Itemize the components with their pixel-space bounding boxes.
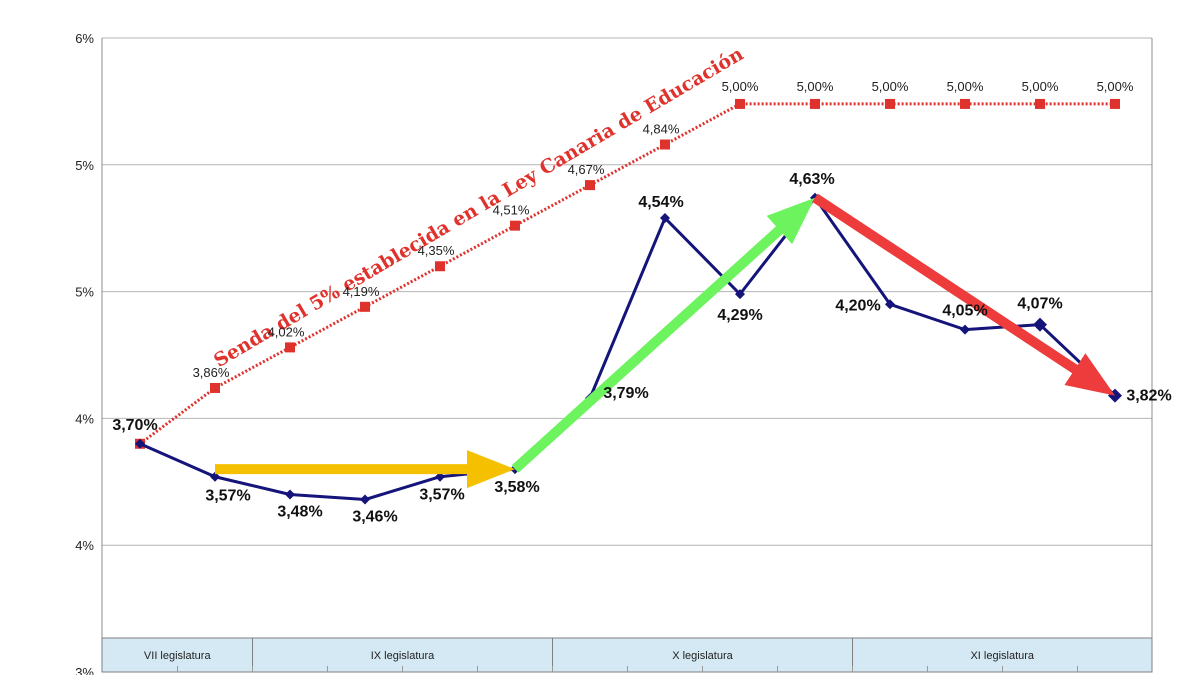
actual-point: [660, 213, 670, 224]
target-data-label: 4,02%: [268, 324, 305, 339]
target-point: [810, 98, 820, 109]
target-point: [960, 98, 970, 109]
actual-data-label: 4,20%: [835, 297, 880, 314]
target-point: [1110, 98, 1120, 109]
target-data-label: 5,00%: [1022, 79, 1059, 94]
target-data-label: 3,86%: [193, 365, 230, 380]
actual-series: [135, 192, 1122, 505]
target-point: [585, 180, 595, 191]
y-tick-label: 4%: [75, 411, 94, 426]
y-tick-label: 3%: [75, 665, 94, 675]
trend-arrows: [215, 193, 1115, 489]
y-axis-ticks: 6% 5% 5% 4% 4% 3%: [75, 31, 94, 675]
actual-data-label: 4,29%: [717, 307, 762, 324]
trend-arrow: [511, 197, 815, 473]
legislatura-label: IX legislatura: [371, 650, 435, 662]
target-point: [510, 220, 520, 231]
legislatura-label: VII legislatura: [144, 650, 212, 662]
target-point: [210, 382, 220, 393]
trend-arrow: [812, 193, 1115, 396]
target-point: [885, 98, 895, 109]
y-tick-label: 4%: [75, 538, 94, 553]
actual-data-label: 4,63%: [789, 171, 834, 188]
actual-point: [1033, 317, 1047, 332]
target-point: [1035, 98, 1045, 109]
target-data-label: 4,35%: [418, 243, 455, 258]
actual-point: [360, 494, 370, 505]
actual-data-label: 3,57%: [205, 488, 250, 505]
target-point: [735, 98, 745, 109]
actual-data-label: 3,70%: [112, 417, 157, 434]
actual-data-label: 3,79%: [603, 385, 648, 402]
legislatura-label: X legislatura: [672, 650, 733, 662]
grid-lines: [102, 37, 1152, 673]
target-data-label: 5,00%: [1097, 79, 1134, 94]
y-tick-label: 5%: [75, 285, 94, 300]
data-labels: 3,86% 4,02% 4,19% 4,35% 4,51% 4,67% 4,84% 5,00%…: [112, 79, 1171, 526]
actual-data-label: 3,57%: [419, 487, 464, 504]
actual-point: [210, 471, 220, 482]
actual-data-label: 4,07%: [1017, 296, 1062, 313]
target-data-label: 4,19%: [343, 284, 380, 299]
actual-line: [139, 196, 1117, 502]
actual-data-label: 3,46%: [352, 509, 397, 526]
target-point: [360, 301, 370, 312]
actual-data-label: 3,48%: [277, 503, 322, 520]
target-point: [435, 261, 445, 272]
target-point: [285, 342, 295, 353]
actual-point: [960, 324, 970, 335]
target-data-label: 4,67%: [568, 162, 605, 177]
target-data-label: 4,51%: [493, 203, 530, 218]
target-data-label: 5,00%: [947, 79, 984, 94]
actual-point: [135, 438, 145, 449]
actual-data-label: 3,82%: [1126, 388, 1171, 405]
target-line: [139, 102, 1115, 445]
actual-data-label: 4,54%: [638, 194, 683, 211]
plot-frame: [101, 38, 1153, 672]
actual-point: [885, 299, 895, 310]
y-tick-label: 6%: [75, 31, 94, 46]
target-data-label: 5,00%: [722, 79, 759, 94]
actual-data-label: 3,58%: [494, 479, 539, 496]
actual-point: [285, 489, 295, 500]
legislatura-label: XI legislatura: [970, 650, 1034, 662]
actual-data-label: 4,05%: [942, 303, 987, 320]
target-data-label: 5,00%: [872, 79, 909, 94]
legislatura-band: VII legislatura IX legislatura X legislatu…: [101, 637, 1153, 673]
target-data-label: 5,00%: [797, 79, 834, 94]
target-series: [135, 98, 1120, 449]
y-tick-label: 5%: [75, 158, 94, 173]
trend-arrow: [215, 450, 515, 489]
actual-point: [435, 471, 445, 482]
actual-point: [735, 289, 745, 300]
target-point: [660, 139, 670, 150]
target-data-label: 4,84%: [643, 122, 680, 137]
